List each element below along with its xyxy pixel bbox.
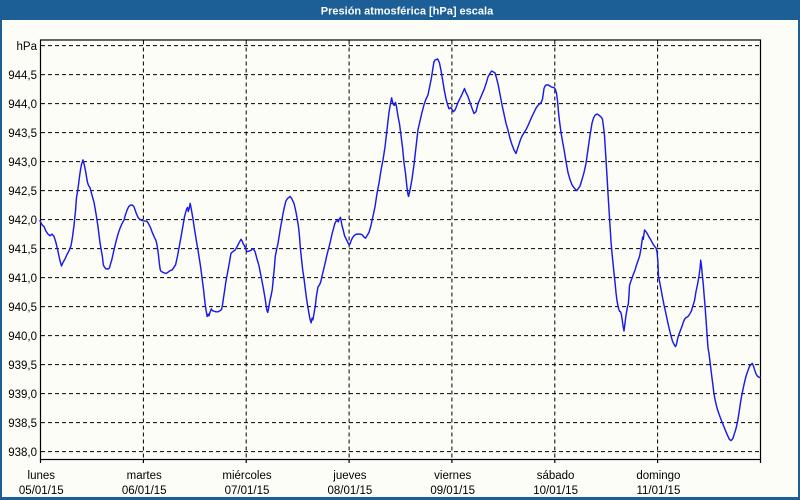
svg-text:martes: martes xyxy=(127,470,162,482)
svg-text:944,5: 944,5 xyxy=(8,70,37,82)
svg-text:11/01/15: 11/01/15 xyxy=(636,485,680,497)
svg-text:944,0: 944,0 xyxy=(8,99,37,111)
svg-text:hPa: hPa xyxy=(17,41,38,53)
svg-text:06/01/15: 06/01/15 xyxy=(122,485,167,497)
svg-text:941,0: 941,0 xyxy=(8,273,37,285)
svg-text:938,0: 938,0 xyxy=(8,447,37,459)
svg-text:lunes: lunes xyxy=(28,470,56,482)
svg-text:10/01/15: 10/01/15 xyxy=(533,485,578,497)
svg-text:sábado: sábado xyxy=(537,470,575,482)
svg-text:940,5: 940,5 xyxy=(8,302,37,314)
svg-text:09/01/15: 09/01/15 xyxy=(430,485,475,497)
svg-text:Presión atmosférica [hPa] esca: Presión atmosférica [hPa] escala xyxy=(321,6,494,18)
svg-text:938,5: 938,5 xyxy=(8,418,37,430)
svg-text:942,5: 942,5 xyxy=(8,186,37,198)
svg-text:05/01/15: 05/01/15 xyxy=(19,485,64,497)
svg-text:942,0: 942,0 xyxy=(8,215,37,227)
svg-text:943,0: 943,0 xyxy=(8,157,37,169)
svg-text:viernes: viernes xyxy=(434,470,471,482)
svg-text:jueves: jueves xyxy=(332,470,366,482)
svg-text:07/01/15: 07/01/15 xyxy=(225,485,270,497)
svg-text:08/01/15: 08/01/15 xyxy=(328,485,373,497)
svg-text:943,5: 943,5 xyxy=(8,128,37,140)
svg-text:miércoles: miércoles xyxy=(222,470,271,482)
svg-text:domingo: domingo xyxy=(636,470,680,482)
svg-text:940,0: 940,0 xyxy=(8,331,37,343)
svg-text:939,0: 939,0 xyxy=(8,389,37,401)
svg-text:941,5: 941,5 xyxy=(8,244,37,256)
svg-text:939,5: 939,5 xyxy=(8,360,37,372)
